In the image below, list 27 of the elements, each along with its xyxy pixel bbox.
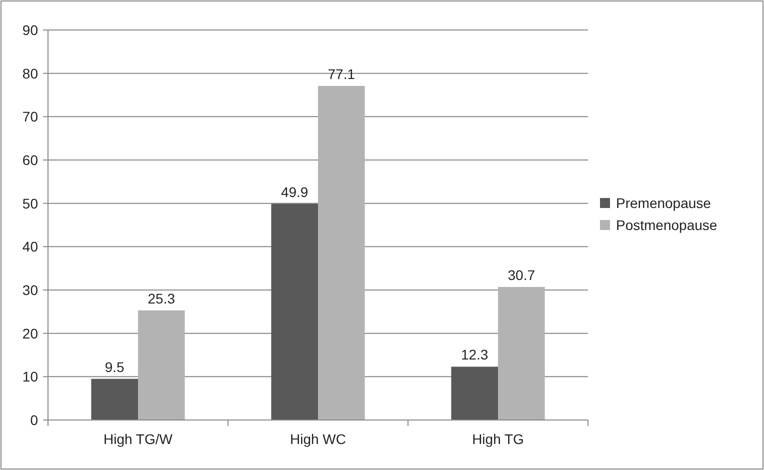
bar xyxy=(318,86,365,420)
legend-label: Premenopause xyxy=(616,195,712,211)
y-tick-label: 10 xyxy=(22,368,38,385)
x-tick-label: High WC xyxy=(290,431,346,447)
data-label: 30.7 xyxy=(508,266,536,283)
x-tick-label: High TG/W xyxy=(104,431,174,447)
y-tick-label: 50 xyxy=(22,195,38,212)
bar xyxy=(91,378,138,420)
y-tick-label: 70 xyxy=(22,108,38,125)
y-tick-label: 90 xyxy=(22,22,38,38)
data-label: 49.9 xyxy=(280,184,308,200)
bar xyxy=(498,286,545,420)
y-tick-label: 40 xyxy=(22,238,38,255)
y-tick-label: 80 xyxy=(22,65,38,82)
legend-label: Postmenopause xyxy=(616,217,718,233)
y-tick-label: 60 xyxy=(22,152,38,168)
y-tick-label: 30 xyxy=(22,282,38,298)
y-tick-label: 0 xyxy=(30,412,38,428)
data-label: 9.5 xyxy=(104,358,125,375)
y-tick-label: 20 xyxy=(22,325,38,342)
bar xyxy=(138,310,185,420)
bar xyxy=(451,366,498,420)
data-label: 12.3 xyxy=(460,346,488,363)
data-label: 25.3 xyxy=(148,290,176,306)
x-tick-label: High TG xyxy=(472,431,524,447)
bar xyxy=(271,204,318,420)
data-label: 77.1 xyxy=(328,66,356,82)
